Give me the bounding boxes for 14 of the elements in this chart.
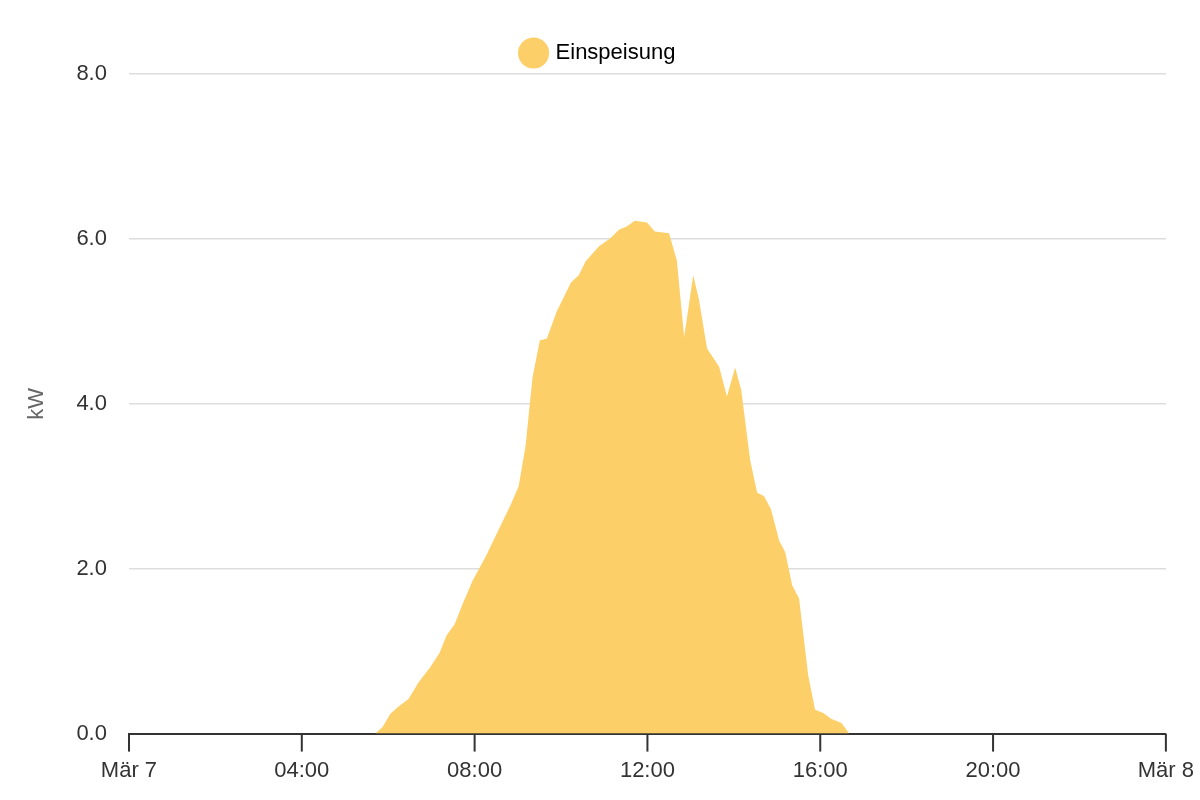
x-tick-label: 08:00	[447, 756, 503, 782]
x-tick-label: 20:00	[965, 756, 1021, 782]
y-tick-label: 8.0	[76, 60, 107, 86]
x-tick-label: Mär 8	[1137, 756, 1195, 782]
y-tick-label: 6.0	[76, 224, 107, 250]
x-tick-label: 16:00	[792, 756, 848, 782]
y-tick-label: 0.0	[76, 719, 107, 745]
y-tick-label: 4.0	[76, 389, 107, 415]
x-tick-label: 04:00	[274, 756, 330, 782]
legend-label: Einspeisung	[555, 39, 676, 65]
x-tick-label: 12:00	[619, 756, 675, 782]
y-tick-label: 2.0	[76, 554, 107, 580]
y-axis-title: kW	[23, 387, 49, 420]
x-tick-label: Mär 7	[100, 756, 158, 782]
